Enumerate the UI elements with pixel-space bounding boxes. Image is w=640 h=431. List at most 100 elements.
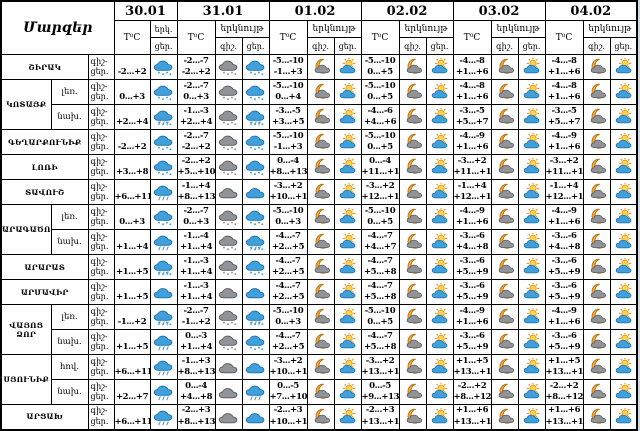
sun-cloud-icon (333, 254, 362, 280)
moon-cloud-icon (398, 354, 427, 380)
sun-cloud-icon (425, 204, 454, 230)
temp-cell: 0...-5 +7...+10 (268, 379, 308, 405)
rain-blue-icon (149, 329, 178, 355)
cloud-blue-icon (149, 279, 178, 305)
sun-cloud-icon (425, 354, 454, 380)
temp-cell: -1...-4 +1...+4 (176, 229, 216, 255)
sun-cloud-icon (425, 104, 454, 130)
night-day-label: գիշ-ցեր. (87, 404, 115, 430)
snow-grey-icon (214, 54, 243, 80)
region-name: ՇԻՐԱԿ (0, 54, 89, 80)
region-name: ԱՐԱՐԱՏ (0, 254, 89, 280)
cloud-blue-icon (241, 354, 270, 380)
temp-cell: -4...-6 +4...+6 (360, 104, 400, 130)
night-day-label: գիշ-ցեր. (87, 154, 115, 180)
temp-cell: -5...-10 0...+5 (360, 304, 400, 330)
sun-cloud-icon (425, 379, 454, 405)
zone-label: հով. (50, 354, 89, 380)
temp-cell: -1...+3 +8...+13 (176, 354, 216, 380)
temp-cell: -5...-10 0...+4 (268, 79, 308, 105)
moon-cloud-icon (582, 104, 611, 130)
temp-cell: -3...+2+11...+16 (452, 154, 492, 180)
temp-cell: +1...+5 (113, 329, 151, 355)
sleet-blue-icon (241, 304, 270, 330)
temp-cell: -3...-6 +5...+9 (452, 329, 492, 355)
sun-cloud-icon (517, 54, 546, 80)
temp-cell: -3...-5 +3...+5 (268, 104, 308, 130)
snow-grey-icon (214, 304, 243, 330)
temp-cell: 0...+3 (113, 204, 151, 230)
temp-cell: 0...-4 +8...+13 (268, 154, 308, 180)
sun-cloud-icon (517, 79, 546, 105)
moon-cloud-icon (582, 404, 611, 430)
date-header-3: 01.02 (268, 0, 362, 21)
sky-header: երկնույթ (214, 20, 270, 38)
temp-cell: -4...-8 +1...+6 (452, 79, 492, 105)
snow-blue-icon (241, 54, 270, 80)
moon-cloud-icon (398, 104, 427, 130)
temp-cell: +1...+4 (113, 229, 151, 255)
date-header-6: 04.02 (544, 0, 638, 21)
temp-cell: -2...+2 (113, 54, 151, 80)
sun-cloud-icon (517, 179, 546, 205)
table-row: ԼՈՌԻ գիշ-ցեր. +3...+8 -2...+2 +5...+10 0...-… (0, 154, 638, 180)
sun-cloud-icon (517, 379, 546, 405)
table-row: նախ. գիշ-ցեր. +2...+4 -1...-3 +2...+4 -3...-… (1, 104, 638, 130)
night-day-label: գիշ-ցեր. (87, 329, 115, 355)
temp-cell: -2...+3 +8...+13 (176, 404, 216, 430)
region-name: ԱՐՑԱԽ (0, 404, 89, 430)
night-day-label: գիշ-ցեր. (87, 104, 115, 130)
sun-cloud-icon (425, 229, 454, 255)
region-name: ՏԱՎՈՒՇ (0, 179, 89, 205)
sun-cloud-icon (333, 229, 362, 255)
sun-cloud-icon (333, 54, 362, 80)
temp-cell: -4...-9 +1...+6 (544, 304, 584, 330)
snow-grey-icon (214, 254, 243, 280)
day-abbr-header: ցեր. (609, 37, 638, 55)
date-header-1: 30.01 (113, 0, 178, 21)
night-abbr-header: գիշ. (214, 37, 243, 55)
moon-cloud-icon (490, 54, 519, 80)
moon-cloud-icon (398, 154, 427, 180)
moon-cloud-icon (582, 254, 611, 280)
sky-header: երկնույթ (306, 20, 362, 38)
rain-blue-icon (149, 354, 178, 380)
sun-cloud-icon (425, 279, 454, 305)
temp-cell: -2...-7 -2...+2 (176, 54, 216, 80)
moon-cloud-icon (490, 329, 519, 355)
sleet-blue-icon (241, 104, 270, 130)
sun-cloud-icon (517, 229, 546, 255)
temp-cell: -4...-9 +1...+6 (452, 304, 492, 330)
night-abbr-header: գիշ. (398, 37, 427, 55)
snow-grey-icon (214, 229, 243, 255)
sun-cloud-icon (333, 379, 362, 405)
moon-cloud-icon (306, 404, 335, 430)
temp-cell: -4...-7 +2...+5 (268, 229, 308, 255)
sun-cloud-icon (425, 154, 454, 180)
day-abbr-header: ցեր. (149, 37, 178, 55)
sky-abbr-header: երկ. (149, 20, 178, 38)
moon-cloud-icon (582, 354, 611, 380)
snow-grey-icon (214, 104, 243, 130)
moon-cloud-icon (582, 54, 611, 80)
temp-cell: -3...-6 +5...+9 (452, 279, 492, 305)
temp-cell: -4...-8 +1...+6 (452, 54, 492, 80)
region-name: ԼՈՌԻ (0, 154, 89, 180)
temp-cell: -3...-5 +5...+7 (452, 104, 492, 130)
temp-cell: +6...+11 (113, 179, 151, 205)
rain-blue-icon (149, 379, 178, 405)
sun-cloud-icon (517, 354, 546, 380)
moon-cloud-icon (306, 279, 335, 305)
table-row: նախ. գիշ-ցեր. +1...+5 0...-3 +1...+4 -4...-7… (1, 329, 638, 355)
night-day-label: գիշ-ցեր. (87, 354, 115, 380)
table-row: ԱՐԱԳԱԾՈՏՆլեռ.գիշ-ցեր. 0...+3 -2...-70...+… (0, 204, 638, 255)
sleet-blue-icon (149, 254, 178, 280)
sun-cloud-icon (333, 79, 362, 105)
moon-cloud-icon (306, 54, 335, 80)
temp-cell: -4...-9 +1...+6 (452, 204, 492, 230)
temp-cell: -2...-7 0...+3 (176, 79, 216, 105)
temp-header: T⁰C (544, 20, 584, 55)
moon-cloud-icon (490, 279, 519, 305)
moon-cloud-icon (582, 379, 611, 405)
